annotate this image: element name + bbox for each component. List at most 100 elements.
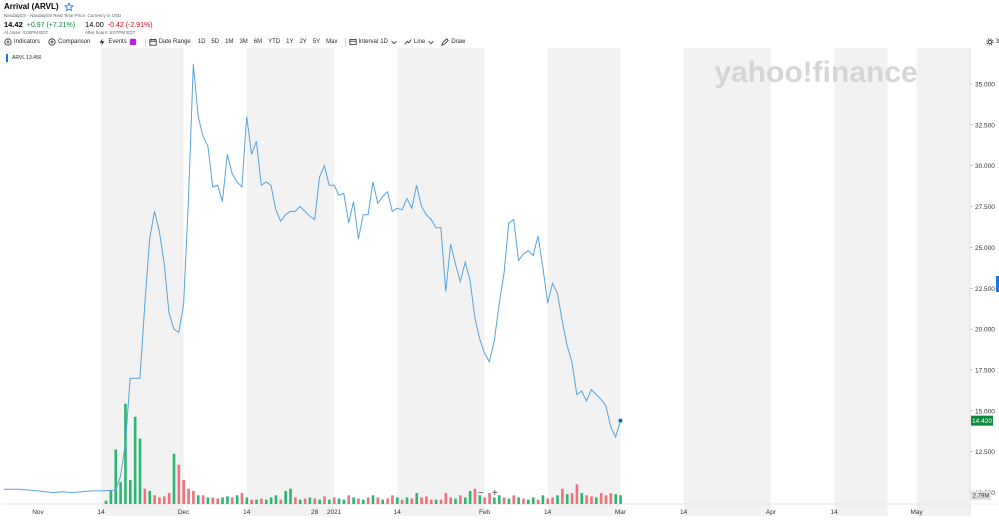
events-badge-icon — [129, 38, 136, 46]
volume-bar — [585, 495, 588, 504]
volume-bar — [129, 480, 132, 504]
volume-bar — [420, 497, 423, 504]
volume-bar — [187, 488, 190, 504]
star-icon[interactable] — [63, 1, 74, 12]
volume-bar — [250, 499, 253, 504]
range-max[interactable]: Max — [326, 39, 338, 45]
volume-bar — [182, 480, 186, 504]
volume-bar — [444, 493, 448, 504]
volume-bar — [366, 497, 370, 504]
volume-bar — [575, 484, 579, 504]
after-hours-price: 14.00 — [85, 20, 104, 29]
comparison-button[interactable]: Comparison — [48, 38, 90, 46]
range-1d[interactable]: 1D — [197, 39, 206, 45]
events-label: Events — [108, 39, 127, 45]
events-button[interactable]: Events — [98, 38, 136, 46]
chevron-down-icon — [391, 40, 397, 45]
volume-label: 2.79M — [973, 494, 990, 500]
chart-type-label: Line — [413, 39, 426, 45]
y-tick-label: 30.000 — [975, 163, 995, 170]
shaded-band — [101, 48, 184, 516]
volume-bar — [429, 499, 433, 504]
x-tick-label: 14 — [544, 509, 552, 516]
volume-bar — [216, 498, 219, 504]
volume-bar — [478, 495, 482, 504]
draw-label: Draw — [451, 39, 466, 45]
side-panel-tab[interactable] — [996, 276, 999, 292]
volume-bar — [522, 498, 525, 504]
toolbar-divider — [344, 37, 346, 47]
zoom-controls: − + — [478, 488, 498, 499]
after-hours-change: -0.42 (-2.91%) — [107, 22, 153, 29]
y-tick-label: 12.500 — [975, 449, 995, 456]
volume-bar — [303, 498, 307, 504]
volume-bar — [298, 499, 302, 504]
volume-bar — [177, 464, 181, 504]
y-tick-label: 27.500 — [975, 204, 995, 211]
x-tick-label: Dec — [178, 509, 190, 516]
volume-bar — [255, 499, 258, 504]
volume-bar — [192, 490, 195, 504]
chart-type-button[interactable]: Line — [404, 38, 435, 46]
zoom-in-button[interactable]: + — [491, 488, 498, 499]
y-tick-label: 15.000 — [975, 408, 995, 415]
volume-bar — [546, 498, 550, 504]
range-ytd[interactable]: YTD — [268, 39, 281, 45]
volume-bar — [400, 499, 404, 504]
volume-bar — [595, 497, 598, 504]
volume-bar — [493, 497, 496, 504]
x-tick-label: 14 — [680, 509, 688, 516]
volume-bar — [201, 495, 205, 504]
range-6m[interactable]: 6M — [253, 39, 263, 45]
line-chart-icon — [404, 39, 412, 45]
draw-button[interactable]: Draw — [441, 38, 465, 46]
indicators-button[interactable]: Indicators — [4, 38, 40, 46]
interval-label: Interval — [358, 39, 379, 45]
volume-bar — [507, 498, 511, 504]
volume-bar — [245, 497, 249, 504]
settings-button[interactable]: 3 — [986, 38, 999, 46]
range-5y[interactable]: 5Y — [312, 39, 321, 45]
y-tick-label: 25.000 — [975, 245, 995, 252]
range-5d[interactable]: 5D — [211, 39, 220, 45]
volume-bar — [570, 493, 574, 504]
range-1m[interactable]: 1M — [225, 39, 234, 45]
volume-bar — [531, 497, 535, 504]
volume-bar — [279, 499, 283, 504]
zoom-out-button[interactable]: − — [478, 488, 484, 499]
yahoo-finance-watermark: yahoo!finance — [714, 56, 917, 89]
volume-bar — [318, 499, 321, 504]
last-price-tag — [971, 415, 993, 426]
range-3m[interactable]: 3M — [239, 39, 248, 45]
price-line — [4, 64, 621, 494]
interval-button[interactable]: Interval 1D — [348, 38, 398, 46]
last-price-label: 14.420 — [972, 418, 992, 425]
volume-bar — [502, 497, 506, 504]
indicators-label: Indicators — [14, 39, 41, 45]
x-tick-label: 28 — [311, 509, 319, 516]
range-2y[interactable]: 2Y — [299, 39, 307, 45]
volume-bar — [337, 498, 341, 504]
y-tick-label: 20.000 — [975, 327, 995, 334]
volume-bar — [425, 496, 428, 504]
volume-bar — [357, 498, 360, 504]
date-range-button[interactable]: Date Range — [149, 38, 191, 46]
volume-bar — [328, 499, 331, 504]
volume-bar — [459, 495, 462, 504]
volume-bar — [221, 497, 224, 504]
volume-bar — [391, 495, 394, 504]
x-tick-label: 14 — [394, 509, 402, 516]
volume-bar — [376, 497, 380, 504]
volume-bar — [561, 488, 564, 504]
volume-bar — [352, 497, 355, 504]
volume-bar — [133, 416, 137, 504]
price-chart[interactable]: yahoo!finance 35.000 32.500 30.000 27.500 25.… — [0, 48, 999, 527]
volume-bar — [347, 495, 351, 504]
chevron-down-icon — [428, 40, 434, 45]
price-change: +0.97 (+7.21%) — [26, 22, 76, 29]
interval-value: 1D — [380, 39, 388, 45]
volume-tag — [971, 491, 991, 500]
range-1y[interactable]: 1Y — [286, 39, 294, 45]
add-comparison-icon — [48, 38, 56, 46]
symbol-badge[interactable]: ARVL 13.450 — [6, 53, 42, 63]
